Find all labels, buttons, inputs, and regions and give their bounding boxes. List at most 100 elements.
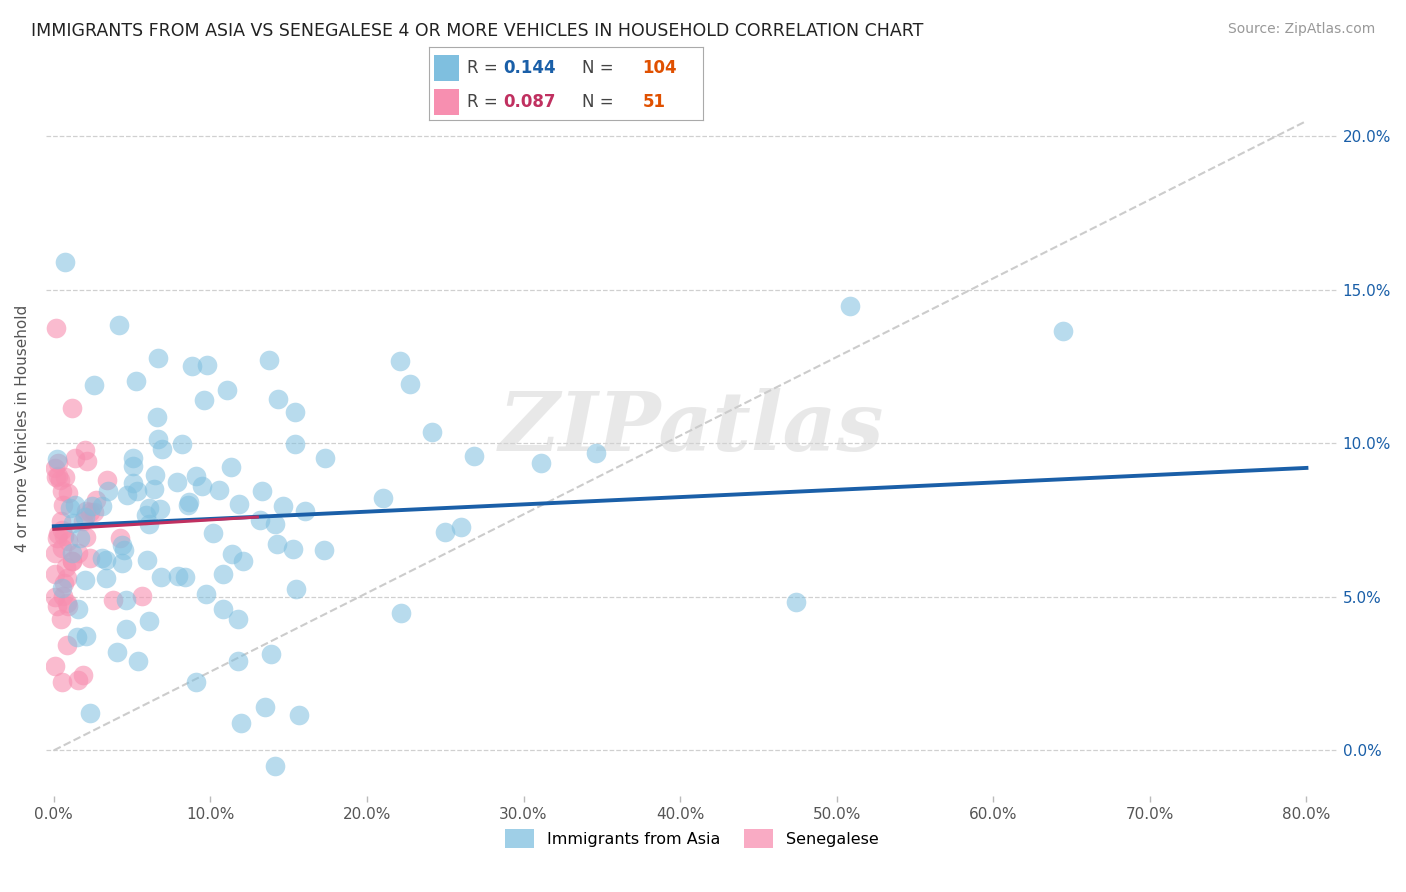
Point bbox=[66, 673, 89, 687]
Point bbox=[46, 469, 69, 483]
Y-axis label: 4 or more Vehicles in Household: 4 or more Vehicles in Household bbox=[15, 304, 30, 551]
Point bbox=[45, 451, 67, 466]
Point bbox=[208, 483, 231, 497]
Point bbox=[284, 405, 307, 419]
Point bbox=[264, 516, 287, 531]
Point bbox=[105, 645, 128, 659]
Point bbox=[51, 675, 73, 690]
Point bbox=[75, 629, 97, 643]
Point bbox=[79, 550, 101, 565]
Point bbox=[76, 454, 98, 468]
Bar bbox=[434, 54, 458, 81]
Point bbox=[267, 392, 290, 407]
Point bbox=[127, 654, 149, 668]
Point bbox=[44, 460, 66, 475]
Point bbox=[49, 612, 72, 626]
Point bbox=[281, 542, 304, 557]
Point bbox=[389, 354, 412, 368]
Point bbox=[44, 590, 66, 604]
Point bbox=[143, 482, 166, 496]
Point bbox=[1052, 324, 1074, 338]
Point bbox=[55, 570, 77, 584]
Point bbox=[148, 432, 170, 446]
Point bbox=[96, 570, 118, 584]
Point bbox=[173, 570, 195, 584]
Point bbox=[785, 594, 807, 608]
Point bbox=[108, 531, 131, 545]
Point bbox=[371, 491, 394, 505]
Point bbox=[166, 569, 188, 583]
Point bbox=[121, 475, 143, 490]
Point bbox=[56, 599, 79, 613]
Point bbox=[60, 546, 83, 560]
Point bbox=[79, 505, 101, 519]
Point bbox=[249, 513, 271, 527]
Point bbox=[177, 499, 200, 513]
Point bbox=[314, 450, 336, 465]
Point bbox=[150, 442, 173, 456]
Point bbox=[312, 543, 335, 558]
Point bbox=[121, 459, 143, 474]
Point bbox=[420, 425, 443, 439]
Point bbox=[55, 639, 77, 653]
Point bbox=[60, 554, 83, 568]
Text: R =: R = bbox=[467, 93, 503, 112]
Point bbox=[463, 449, 485, 463]
Point bbox=[146, 351, 169, 366]
Point bbox=[186, 675, 208, 690]
Point bbox=[257, 352, 280, 367]
Point bbox=[114, 592, 136, 607]
Point bbox=[101, 593, 124, 607]
Point bbox=[96, 473, 118, 487]
Point bbox=[45, 470, 67, 484]
Point bbox=[180, 359, 202, 373]
Point bbox=[83, 505, 105, 519]
Point bbox=[62, 516, 84, 531]
Text: R =: R = bbox=[467, 59, 503, 77]
Bar bbox=[434, 89, 458, 115]
Text: ZIPatlas: ZIPatlas bbox=[499, 388, 884, 468]
Point bbox=[212, 602, 235, 616]
Text: 0.144: 0.144 bbox=[503, 59, 555, 77]
Text: 51: 51 bbox=[643, 93, 665, 112]
Point bbox=[232, 554, 254, 568]
Point bbox=[434, 525, 457, 540]
Point bbox=[55, 559, 77, 574]
Point bbox=[186, 469, 208, 483]
Point bbox=[194, 587, 217, 601]
Point bbox=[112, 543, 135, 558]
Point bbox=[211, 566, 233, 581]
Point bbox=[60, 554, 83, 568]
Point bbox=[73, 442, 96, 457]
Point bbox=[226, 612, 249, 626]
Point bbox=[73, 509, 96, 524]
Text: 0.087: 0.087 bbox=[503, 93, 555, 112]
Point bbox=[51, 483, 73, 498]
Point bbox=[266, 536, 288, 550]
Point bbox=[66, 630, 89, 644]
Point bbox=[53, 470, 76, 484]
Point bbox=[44, 546, 66, 560]
Text: IMMIGRANTS FROM ASIA VS SENEGALESE 4 OR MORE VEHICLES IN HOUSEHOLD CORRELATION C: IMMIGRANTS FROM ASIA VS SENEGALESE 4 OR … bbox=[31, 22, 924, 40]
Point bbox=[146, 409, 169, 424]
Point bbox=[149, 570, 172, 584]
Point bbox=[285, 582, 308, 597]
Text: Source: ZipAtlas.com: Source: ZipAtlas.com bbox=[1227, 22, 1375, 37]
Point bbox=[221, 547, 243, 561]
Point bbox=[177, 495, 200, 509]
Point bbox=[76, 530, 98, 544]
Point bbox=[585, 446, 607, 460]
Point bbox=[250, 483, 273, 498]
Point bbox=[52, 589, 75, 603]
Point bbox=[46, 456, 69, 470]
Point bbox=[284, 436, 307, 450]
Point bbox=[79, 706, 101, 721]
Point bbox=[115, 622, 138, 636]
Point bbox=[138, 517, 160, 532]
Legend: Immigrants from Asia, Senegalese: Immigrants from Asia, Senegalese bbox=[499, 822, 884, 855]
Point bbox=[94, 553, 117, 567]
Point bbox=[135, 508, 157, 522]
Point bbox=[97, 483, 120, 498]
Point bbox=[56, 596, 79, 610]
Point bbox=[63, 498, 86, 512]
